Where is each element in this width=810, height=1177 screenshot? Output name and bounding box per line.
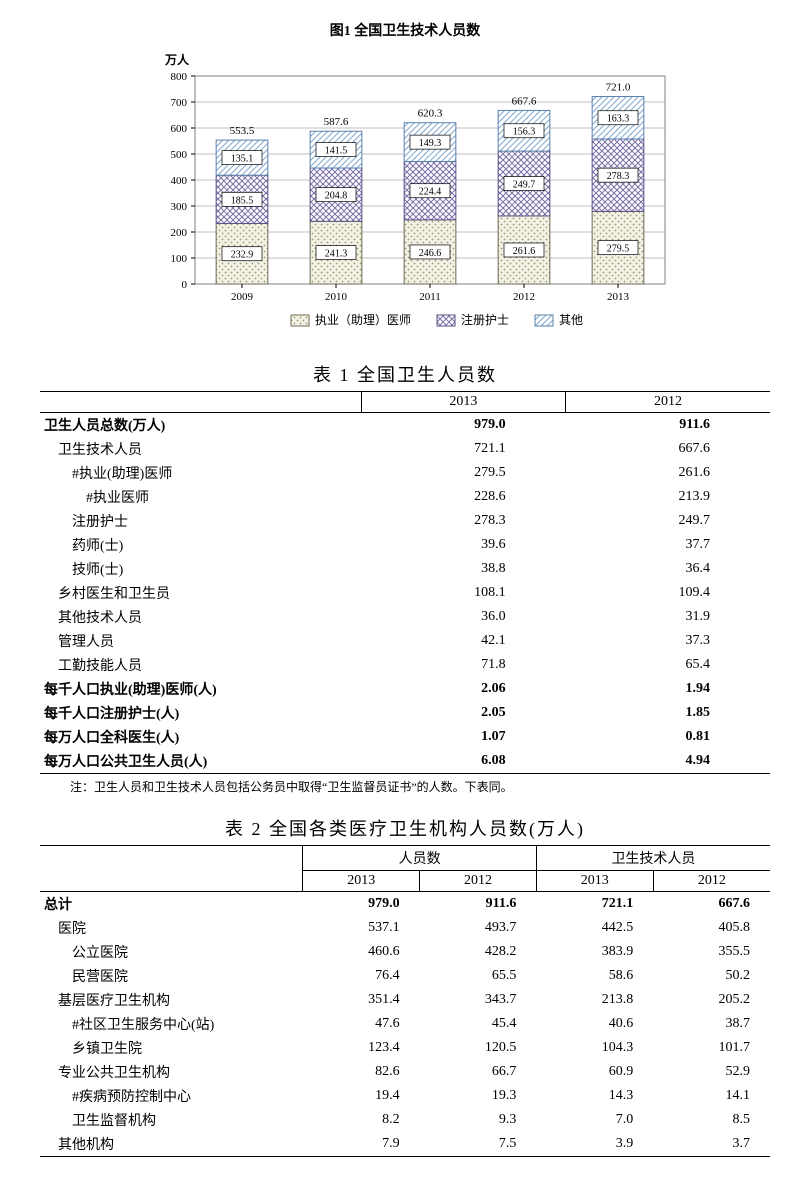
table2-gcol0 [40,846,303,892]
svg-text:100: 100 [171,253,188,265]
svg-text:241.3: 241.3 [325,249,348,260]
svg-text:249.7: 249.7 [513,180,536,191]
svg-text:553.5: 553.5 [230,125,255,137]
table2-gcol2: 卫生技术人员 [536,846,770,871]
table-row: 其他机构7.97.53.93.7 [40,1132,770,1157]
table-row: 技师(士)38.836.4 [40,557,770,581]
svg-text:587.6: 587.6 [324,116,349,128]
svg-text:2013: 2013 [607,291,630,303]
table-row: 每千人口注册护士(人)2.051.85 [40,701,770,725]
svg-text:执业（助理）医师: 执业（助理）医师 [315,313,411,327]
table1-col0 [40,392,361,413]
svg-text:2011: 2011 [419,291,441,303]
svg-text:185.5: 185.5 [231,195,254,206]
svg-text:279.5: 279.5 [607,244,630,255]
table1-col1: 2013 [361,392,565,413]
table-row: 基层医疗卫生机构351.4343.7213.8205.2 [40,988,770,1012]
table2: 人员数 卫生技术人员 2013 2012 2013 2012 总计979.091… [40,845,770,1157]
svg-text:204.8: 204.8 [325,191,348,202]
table-row: #疾病预防控制中心19.419.314.314.1 [40,1084,770,1108]
table-row: 每万人口公共卫生人员(人)6.084.94 [40,749,770,774]
table-row: 专业公共卫生机构82.666.760.952.9 [40,1060,770,1084]
table-row: 民营医院76.465.558.650.2 [40,964,770,988]
svg-text:万人: 万人 [164,52,190,67]
svg-text:0: 0 [182,279,188,291]
table2-title: 表 2 全国各类医疗卫生机构人员数(万人) [40,815,770,841]
svg-text:278.3: 278.3 [607,171,630,182]
svg-text:224.4: 224.4 [419,187,442,198]
svg-text:500: 500 [171,149,188,161]
table-row: 其他技术人员36.031.9 [40,605,770,629]
table-row: 乡村医生和卫生员108.1109.4 [40,581,770,605]
table-row: 每万人口全科医生(人)1.070.81 [40,725,770,749]
table-row: 公立医院460.6428.2383.9355.5 [40,940,770,964]
table2-scol2: 2012 [420,871,537,892]
table-row: 工勤技能人员71.865.4 [40,653,770,677]
svg-text:800: 800 [171,71,188,83]
svg-text:300: 300 [171,201,188,213]
table1-col2: 2012 [566,392,770,413]
table1-footnote: 注：卫生人员和卫生技术人员包括公务员中取得“卫生监督员证书”的人数。下表同。 [70,778,770,795]
table-row: 注册护士278.3249.7 [40,509,770,533]
table2-gcol1: 人员数 [303,846,537,871]
svg-text:246.6: 246.6 [419,248,442,259]
svg-text:149.3: 149.3 [419,138,442,149]
stacked-bar-chart: 0 100 200 300 400 500 600 700 800 万人 553.5 2009 587.… [40,46,770,351]
table-row: 每千人口执业(助理)医师(人)2.061.94 [40,677,770,701]
svg-text:156.3: 156.3 [513,127,536,138]
chart-title: 图1 全国卫生技术人员数 [40,20,770,40]
svg-text:135.1: 135.1 [231,154,254,165]
svg-text:261.6: 261.6 [513,246,536,257]
table-row: 管理人员42.137.3 [40,629,770,653]
table-row: 医院537.1493.7442.5405.8 [40,916,770,940]
table-row: 总计979.0911.6721.1667.6 [40,892,770,917]
svg-text:700: 700 [171,97,188,109]
svg-text:667.6: 667.6 [512,95,537,107]
svg-text:141.5: 141.5 [325,146,348,157]
svg-text:721.0: 721.0 [606,82,631,94]
svg-text:400: 400 [171,175,188,187]
table1-title: 表 1 全国卫生人员数 [40,361,770,387]
svg-text:2010: 2010 [325,291,348,303]
svg-text:其他: 其他 [559,313,583,327]
table-row: 卫生人员总数(万人)979.0911.6 [40,413,770,438]
svg-text:620.3: 620.3 [418,108,443,120]
svg-text:200: 200 [171,227,188,239]
svg-text:232.9: 232.9 [231,250,254,261]
table-row: 药师(士)39.637.7 [40,533,770,557]
table-row: #社区卫生服务中心(站)47.645.440.638.7 [40,1012,770,1036]
table2-scol4: 2012 [653,871,770,892]
svg-text:2009: 2009 [231,291,254,303]
table-row: 卫生监督机构8.29.37.08.5 [40,1108,770,1132]
svg-text:注册护士: 注册护士 [461,312,509,327]
table-row: 卫生技术人员721.1667.6 [40,437,770,461]
svg-text:2012: 2012 [513,291,535,303]
svg-text:600: 600 [171,123,188,135]
table2-scol1: 2013 [303,871,420,892]
table1: 2013 2012 卫生人员总数(万人)979.0911.6 卫生技术人员721… [40,391,770,774]
table2-scol3: 2013 [536,871,653,892]
table-row: #执业(助理)医师279.5261.6 [40,461,770,485]
table-row: #执业医师228.6213.9 [40,485,770,509]
svg-text:163.3: 163.3 [607,114,630,125]
table-row: 乡镇卫生院123.4120.5104.3101.7 [40,1036,770,1060]
